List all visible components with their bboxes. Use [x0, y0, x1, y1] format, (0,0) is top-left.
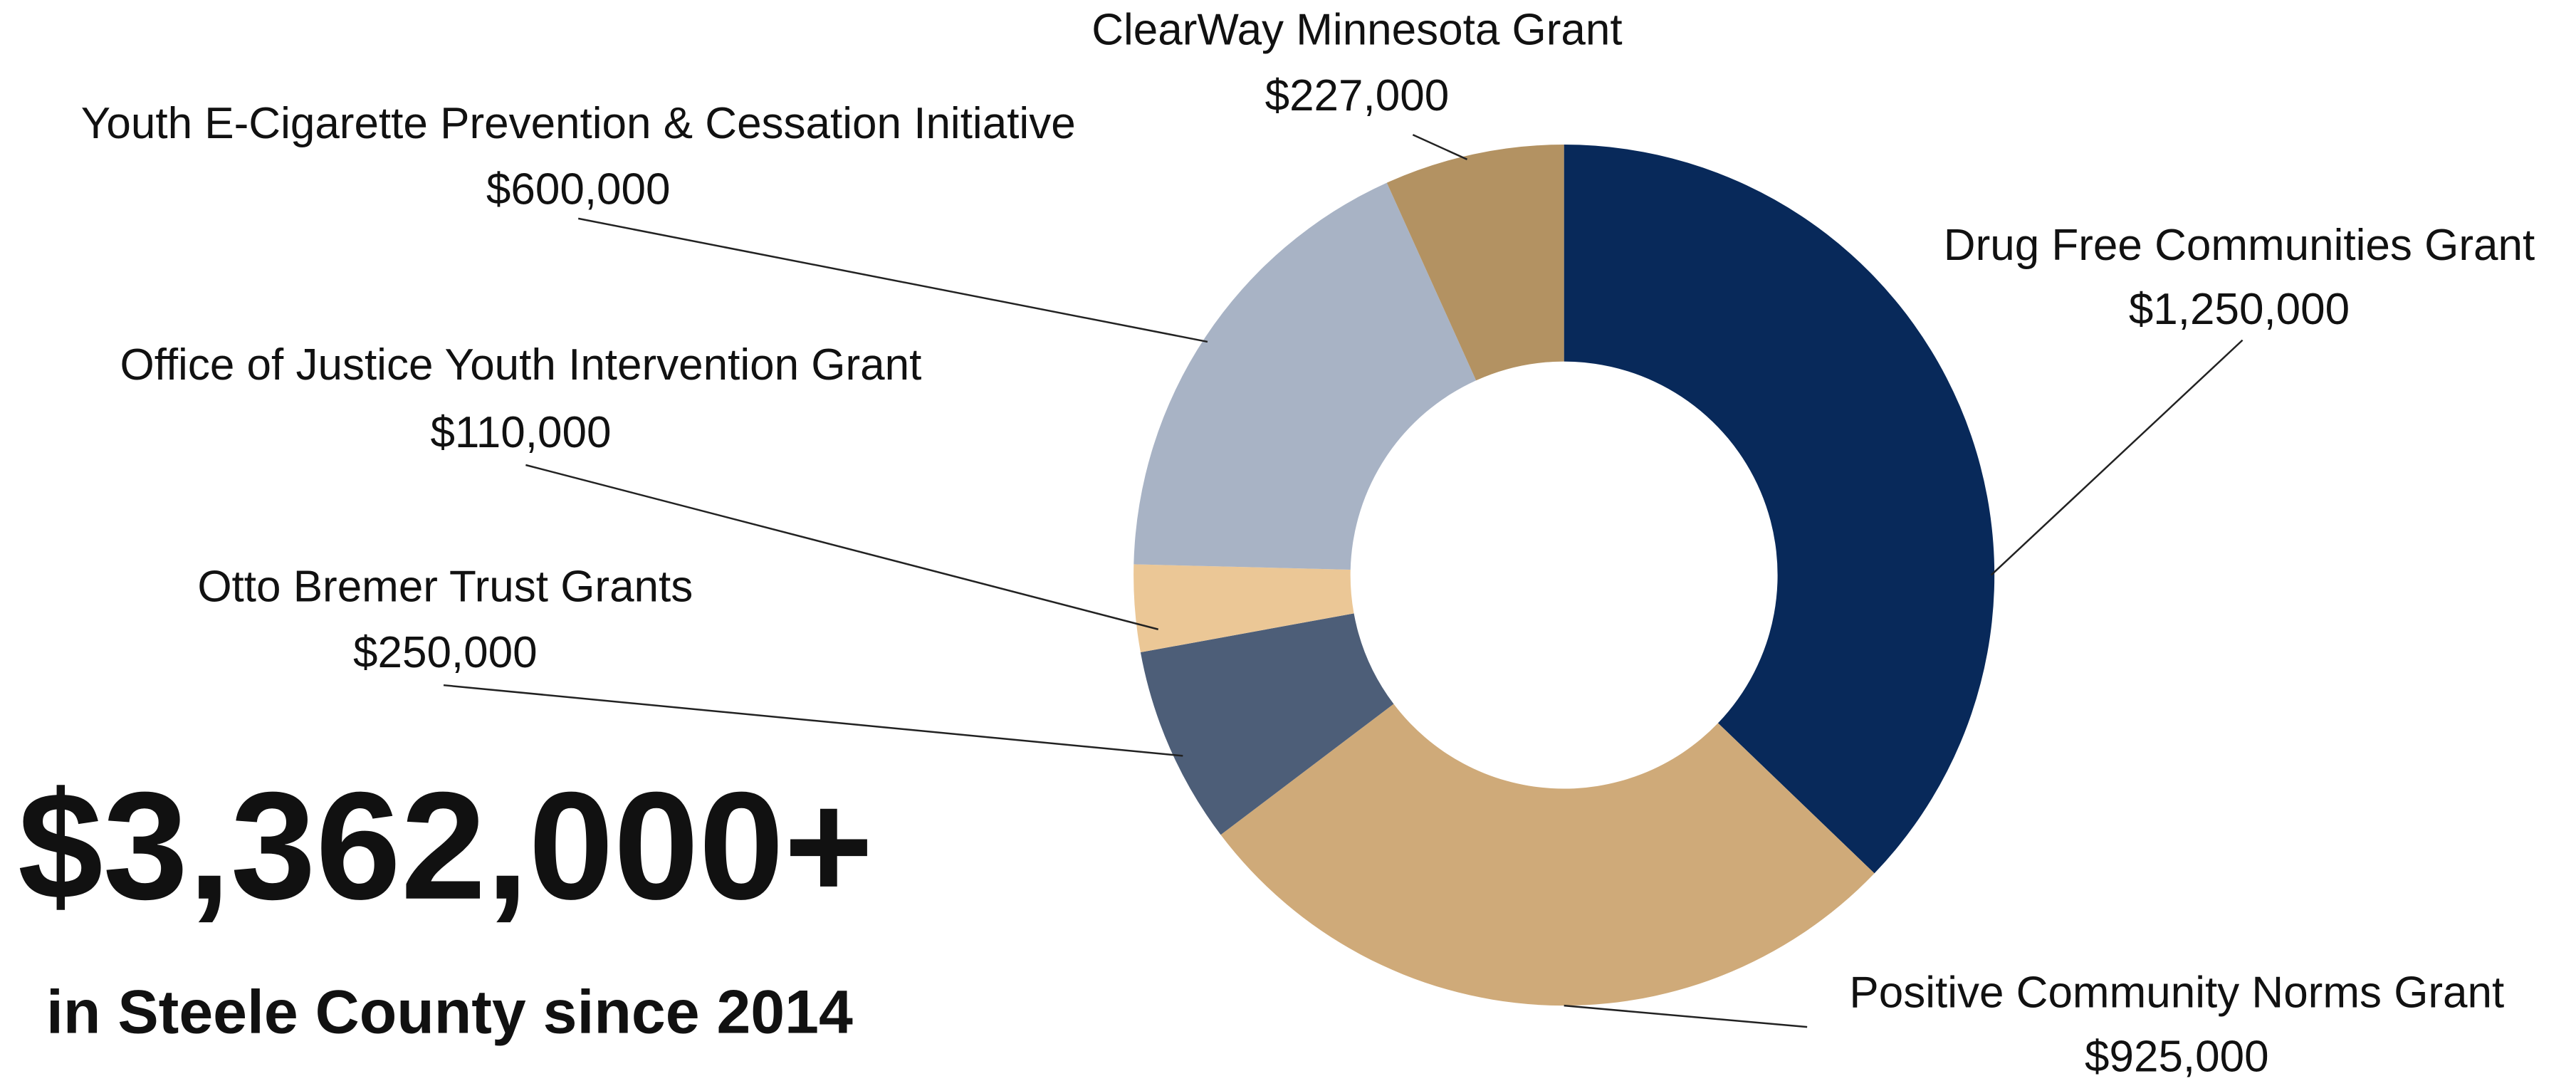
slice-label: Youth E-Cigarette Prevention & Cessation…	[81, 99, 1076, 148]
leader-line	[443, 684, 1183, 757]
total-title: $3,362,000+	[18, 760, 874, 931]
leader-line	[577, 217, 1208, 343]
leader-line	[1990, 339, 2243, 576]
donut-slice	[1133, 564, 1354, 653]
slice-label: Otto Bremer Trust Grants	[197, 563, 693, 612]
donut-slice	[1220, 704, 1875, 1006]
value-label: $600,000	[486, 164, 671, 214]
slice-label: Positive Community Norms Grant	[1849, 968, 2504, 1018]
leader-line	[525, 464, 1159, 630]
value-label: $227,000	[1265, 71, 1450, 120]
value-label: $925,000	[2085, 1033, 2269, 1081]
leader-line	[1412, 134, 1468, 160]
leader-line	[1564, 1004, 1808, 1028]
donut-slice	[1133, 182, 1477, 570]
donut-slice	[1140, 613, 1394, 835]
slice-label: ClearWay Minnesota Grant	[1091, 6, 1622, 55]
donut-slice	[1564, 145, 1995, 874]
donut-slice	[1386, 145, 1564, 381]
slice-label: Drug Free Communities Grant	[1944, 221, 2535, 270]
subtitle: in Steele County since 2014	[46, 978, 853, 1047]
slice-label: Office of Justice Youth Intervention Gra…	[120, 340, 922, 390]
value-label: $250,000	[353, 628, 538, 677]
value-label: $110,000	[430, 408, 611, 457]
value-label: $1,250,000	[2129, 285, 2350, 334]
